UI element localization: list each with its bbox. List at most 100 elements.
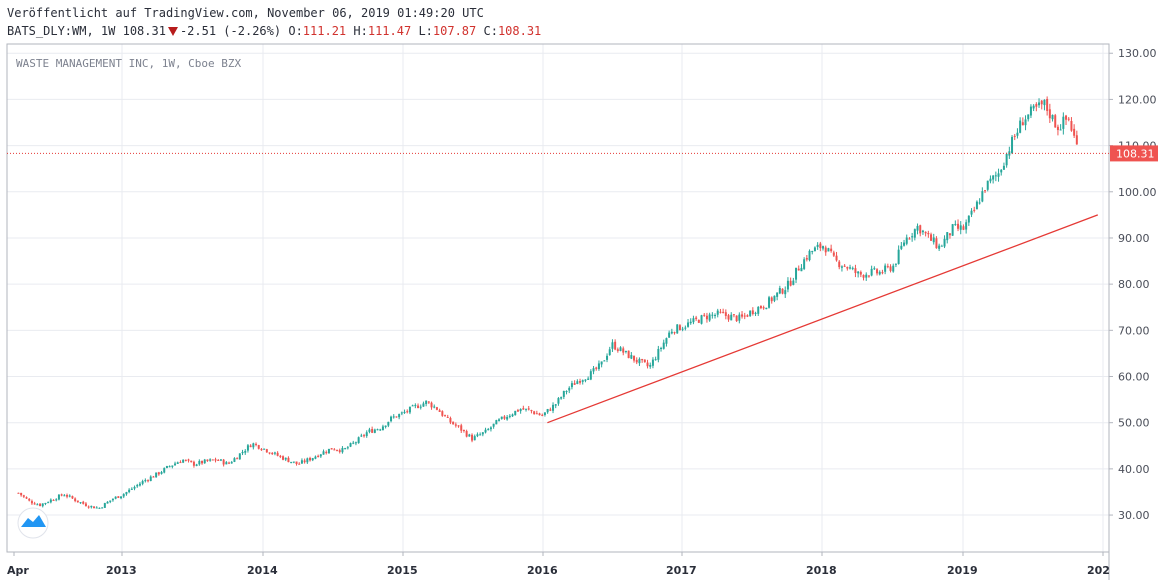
y-tick-label: 120.00 (1118, 93, 1157, 106)
candle-body (770, 297, 773, 302)
candle-body (95, 507, 98, 509)
candle-body (111, 498, 114, 501)
candle-body (719, 311, 722, 313)
candle-body (76, 500, 79, 503)
candle-body (74, 498, 77, 502)
candle-body (357, 437, 360, 444)
candle-body (692, 318, 695, 323)
candle-body (805, 258, 808, 260)
candle-body (384, 425, 387, 428)
candle-body (346, 447, 349, 449)
candle-body (1067, 118, 1070, 120)
candle-body (954, 224, 957, 226)
candle-body (22, 495, 25, 497)
candle-body (530, 410, 533, 412)
candle-body (994, 175, 997, 177)
candle-body (525, 408, 528, 410)
candle-body (411, 405, 414, 407)
candle-body (120, 496, 123, 499)
candle-body (708, 314, 711, 321)
candle-body (665, 338, 668, 344)
x-tick-label: 2014 (247, 564, 278, 577)
candle-body (376, 429, 379, 431)
candle-body (414, 405, 417, 407)
candle-body (573, 383, 576, 385)
candle-body (155, 472, 158, 478)
candle-body (657, 348, 660, 360)
symbol-label: BATS_DLY:WM, 1W 108.31 (7, 24, 166, 38)
candle-body (144, 480, 147, 482)
time-axis[interactable]: Apr 2013 2014 2015 2016 2017 2018 2019 202 (7, 552, 1110, 577)
candle-body (673, 332, 676, 334)
candle-body (938, 245, 941, 249)
candle-body (103, 503, 106, 508)
candle-body (136, 485, 139, 487)
candle-body (1011, 136, 1014, 153)
candle-body (303, 460, 306, 463)
candle-body (541, 414, 544, 416)
candle-body (25, 497, 28, 499)
candle-body (1073, 128, 1076, 136)
candle-body (703, 314, 706, 316)
candle-body (422, 403, 425, 407)
candle-body (300, 460, 303, 464)
candle-body (1027, 114, 1030, 120)
candle-body (687, 322, 690, 327)
candle-body (724, 312, 727, 316)
candle-body (55, 499, 58, 501)
candle-body (273, 452, 276, 454)
candle-body (327, 448, 330, 454)
candle-body (160, 472, 163, 474)
candle-body (800, 267, 803, 272)
candle-body (163, 468, 166, 473)
candle-body (695, 317, 698, 320)
x-tick-label: 2018 (806, 564, 837, 577)
candle-body (125, 492, 128, 495)
candle-body (1051, 114, 1054, 120)
x-tick-label: Apr (7, 564, 29, 577)
candle-body (940, 245, 943, 247)
candle-body (174, 463, 177, 466)
candle-body (670, 331, 673, 334)
candle-body (379, 429, 382, 431)
candle-body (41, 503, 44, 507)
candle-body (47, 502, 50, 504)
candle-body (1032, 105, 1035, 109)
symbol-info-bar: BATS_DLY:WM, 1W 108.31 -2.51 (-2.26%) O:1… (7, 24, 541, 38)
candle-body (284, 457, 287, 460)
candle-body (975, 201, 978, 210)
candle-body (93, 506, 96, 509)
candle-body (614, 341, 617, 350)
price-axis[interactable]: 130.00120.00110.00100.0090.0080.0070.006… (1109, 47, 1157, 522)
candle-body (681, 328, 684, 330)
candle-body (878, 271, 881, 275)
candle-body (600, 361, 603, 365)
x-tick-label: 2017 (666, 564, 697, 577)
candle-body (265, 449, 268, 453)
candle-body (973, 209, 976, 211)
x-tick-label: 2016 (527, 564, 558, 577)
candle-body (184, 459, 187, 461)
y-tick-label: 130.00 (1118, 47, 1157, 60)
candle-body (576, 381, 579, 384)
candle-body (811, 251, 814, 253)
candle-body (646, 362, 649, 367)
candle-body (435, 407, 438, 410)
candle-body (762, 307, 765, 309)
candle-body (738, 314, 741, 321)
candle-body (946, 232, 949, 241)
candle-body (854, 268, 857, 274)
candle-body (827, 248, 830, 252)
candle-body (460, 425, 463, 431)
candle-body (759, 305, 762, 309)
candle-body (819, 243, 822, 249)
y-tick-label: 80.00 (1118, 278, 1150, 291)
candle-body (354, 442, 357, 444)
candle-body (581, 380, 584, 382)
candle-body (311, 458, 314, 461)
candle-body (1062, 116, 1065, 129)
candle-body (425, 400, 428, 405)
candle-body (171, 465, 174, 467)
candle-body (732, 314, 735, 316)
